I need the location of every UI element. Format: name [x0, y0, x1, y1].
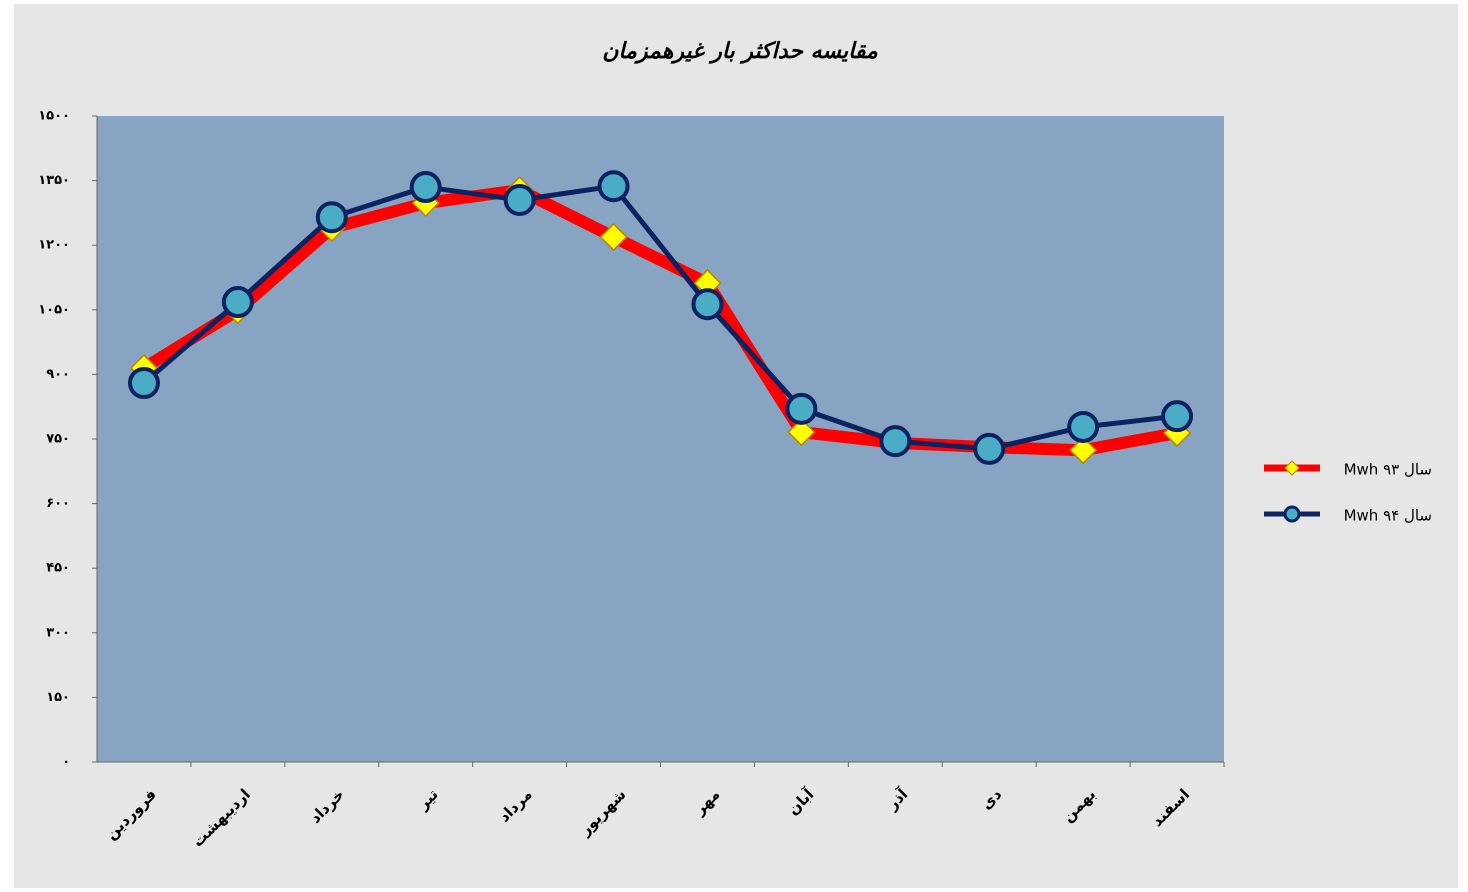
y-tick-label: ۴۵۰ [46, 561, 70, 576]
data-point [1161, 400, 1194, 433]
data-point [1069, 436, 1098, 465]
data-point [127, 367, 160, 400]
data-point [597, 170, 630, 203]
data-point [221, 286, 254, 319]
y-tick-label: ۱۲۰۰ [38, 238, 70, 253]
data-point [691, 288, 724, 321]
data-point [315, 201, 348, 234]
y-tick-label: ۱۰۵۰ [38, 302, 70, 317]
data-point [879, 425, 912, 458]
data-point [503, 183, 536, 216]
legend-marker [1284, 460, 1300, 476]
y-tick-label: ۹۰۰ [46, 367, 70, 382]
data-point [409, 171, 442, 204]
y-tick-label: ۱۵۰ [46, 690, 70, 705]
legend-label: سال ۹۴ Mwh [1344, 507, 1432, 525]
data-point [1067, 410, 1100, 443]
chart-title: مقایسه حداکثر بار غیرهمزمان [602, 39, 878, 64]
data-point [599, 222, 628, 252]
series-line [142, 183, 1178, 452]
y-tick-label: ۱۵۰۰ [38, 109, 70, 124]
plot-area [97, 116, 1224, 762]
y-tick-label: ۷۵۰ [46, 432, 70, 447]
series [127, 170, 1194, 465]
y-tick-label: ۰ [62, 755, 70, 770]
y-tick-label: ۶۰۰ [46, 496, 70, 511]
data-point [785, 392, 818, 425]
data-point [787, 418, 816, 447]
y-tick-label: ۱۳۵۰ [38, 173, 70, 188]
legend-label: سال ۹۳ Mwh [1344, 461, 1432, 479]
legend-marker [1283, 505, 1301, 523]
data-point [973, 432, 1006, 465]
y-tick-label: ۳۰۰ [46, 625, 70, 640]
